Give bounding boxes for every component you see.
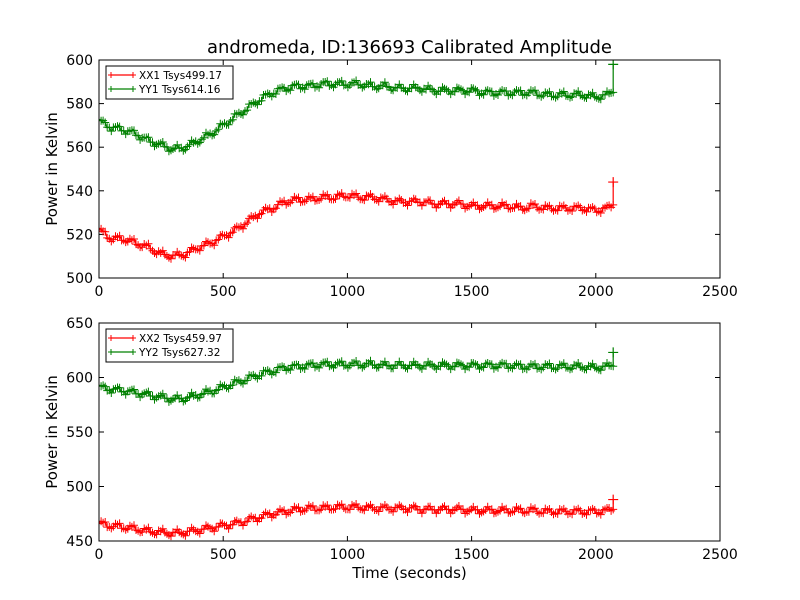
x-tick-label: 0: [95, 547, 104, 563]
x-tick-label: 1000: [330, 547, 366, 563]
legend-entry: YY1 Tsys614.16: [138, 84, 221, 96]
series-2: [99, 347, 619, 406]
y-axis-label: Power in Kelvin: [43, 375, 61, 489]
series-markers: [99, 76, 618, 156]
x-tick-label: 500: [210, 284, 237, 300]
y-tick-label: 550: [66, 425, 93, 441]
legend-entry: XX1 Tsys499.17: [139, 70, 222, 82]
series-1: [99, 494, 619, 541]
x-tick-label: 1500: [454, 547, 490, 563]
lower-plot: Power in Kelvin 0 500 1000 1500 2000 2500 450 50…: [43, 316, 738, 563]
legend-box: [105, 65, 234, 100]
series-markers: [99, 189, 618, 263]
y-tick-label: 560: [66, 140, 93, 156]
x-tick-label: 2500: [702, 284, 738, 300]
x-tick-label: 2000: [578, 284, 614, 300]
end-spike-marker: [608, 60, 619, 70]
legend-entry: YY2 Tsys627.32: [138, 347, 220, 359]
x-axis-label: Time (seconds): [351, 564, 467, 582]
series-markers: [99, 356, 618, 406]
legend-box: [105, 328, 234, 363]
series-1: [99, 177, 619, 263]
chart-title: andromeda, ID:136693 Calibrated Amplitud…: [207, 37, 612, 58]
series-line: [99, 192, 614, 261]
legend: XX2 Tsys459.97 YY2 Tsys627.32: [105, 328, 234, 363]
legend-entry: XX2 Tsys459.97: [139, 333, 222, 345]
plot-frame: [98, 322, 721, 542]
y-tick-label: 450: [66, 534, 93, 550]
series-line: [99, 359, 614, 404]
end-spike-marker: [608, 494, 619, 505]
y-tick-label: 600: [66, 371, 93, 387]
x-tick-label: 500: [210, 547, 237, 563]
y-tick-label: 500: [66, 480, 93, 496]
y-tick-label: 540: [66, 184, 93, 200]
legend: XX1 Tsys499.17 YY1 Tsys614.16: [105, 65, 234, 100]
end-spike-marker: [608, 347, 619, 358]
y-tick-label: 580: [66, 97, 93, 113]
y-axis-label: Power in Kelvin: [43, 112, 61, 226]
x-tick-label: 2500: [702, 547, 738, 563]
x-tick-label: 2000: [578, 547, 614, 563]
x-tick-label: 0: [95, 284, 104, 300]
x-tick-label: 1000: [330, 284, 366, 300]
y-tick-label: 600: [66, 53, 93, 69]
y-tick-label: 500: [66, 271, 93, 287]
legend-swatch-marker: [108, 72, 136, 78]
legend-swatch-marker: [108, 86, 136, 92]
legend-swatch-marker: [108, 335, 136, 341]
x-tick-label: 1500: [454, 284, 490, 300]
end-spike-marker: [608, 177, 619, 188]
y-tick-label: 520: [66, 227, 93, 243]
legend-swatch-marker: [108, 349, 136, 355]
series-2: [99, 60, 619, 156]
y-tick-label: 650: [66, 316, 93, 332]
series-markers: [99, 500, 618, 541]
plot-frame: [98, 59, 721, 279]
